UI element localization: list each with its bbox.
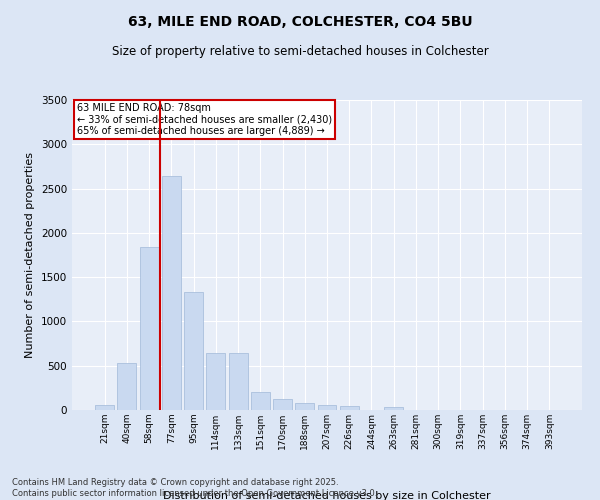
Bar	[206, 354, 225, 410]
Y-axis label: Number of semi-detached properties: Number of semi-detached properties	[25, 152, 35, 358]
Bar	[184, 292, 203, 410]
Text: 63, MILE END ROAD, COLCHESTER, CO4 5BU: 63, MILE END ROAD, COLCHESTER, CO4 5BU	[128, 15, 472, 29]
X-axis label: Distribution of semi-detached houses by size in Colchester: Distribution of semi-detached houses by …	[163, 491, 491, 500]
Bar	[273, 400, 292, 410]
Bar	[95, 404, 114, 410]
Bar	[317, 405, 337, 410]
Bar	[140, 247, 158, 410]
Bar	[384, 407, 403, 410]
Bar	[340, 406, 359, 410]
Text: Contains HM Land Registry data © Crown copyright and database right 2025.
Contai: Contains HM Land Registry data © Crown c…	[12, 478, 377, 498]
Bar	[229, 354, 248, 410]
Bar	[162, 176, 181, 410]
Text: Size of property relative to semi-detached houses in Colchester: Size of property relative to semi-detach…	[112, 45, 488, 58]
Bar	[251, 392, 270, 410]
Bar	[118, 363, 136, 410]
Text: 63 MILE END ROAD: 78sqm
← 33% of semi-detached houses are smaller (2,430)
65% of: 63 MILE END ROAD: 78sqm ← 33% of semi-de…	[77, 103, 332, 136]
Bar	[295, 403, 314, 410]
